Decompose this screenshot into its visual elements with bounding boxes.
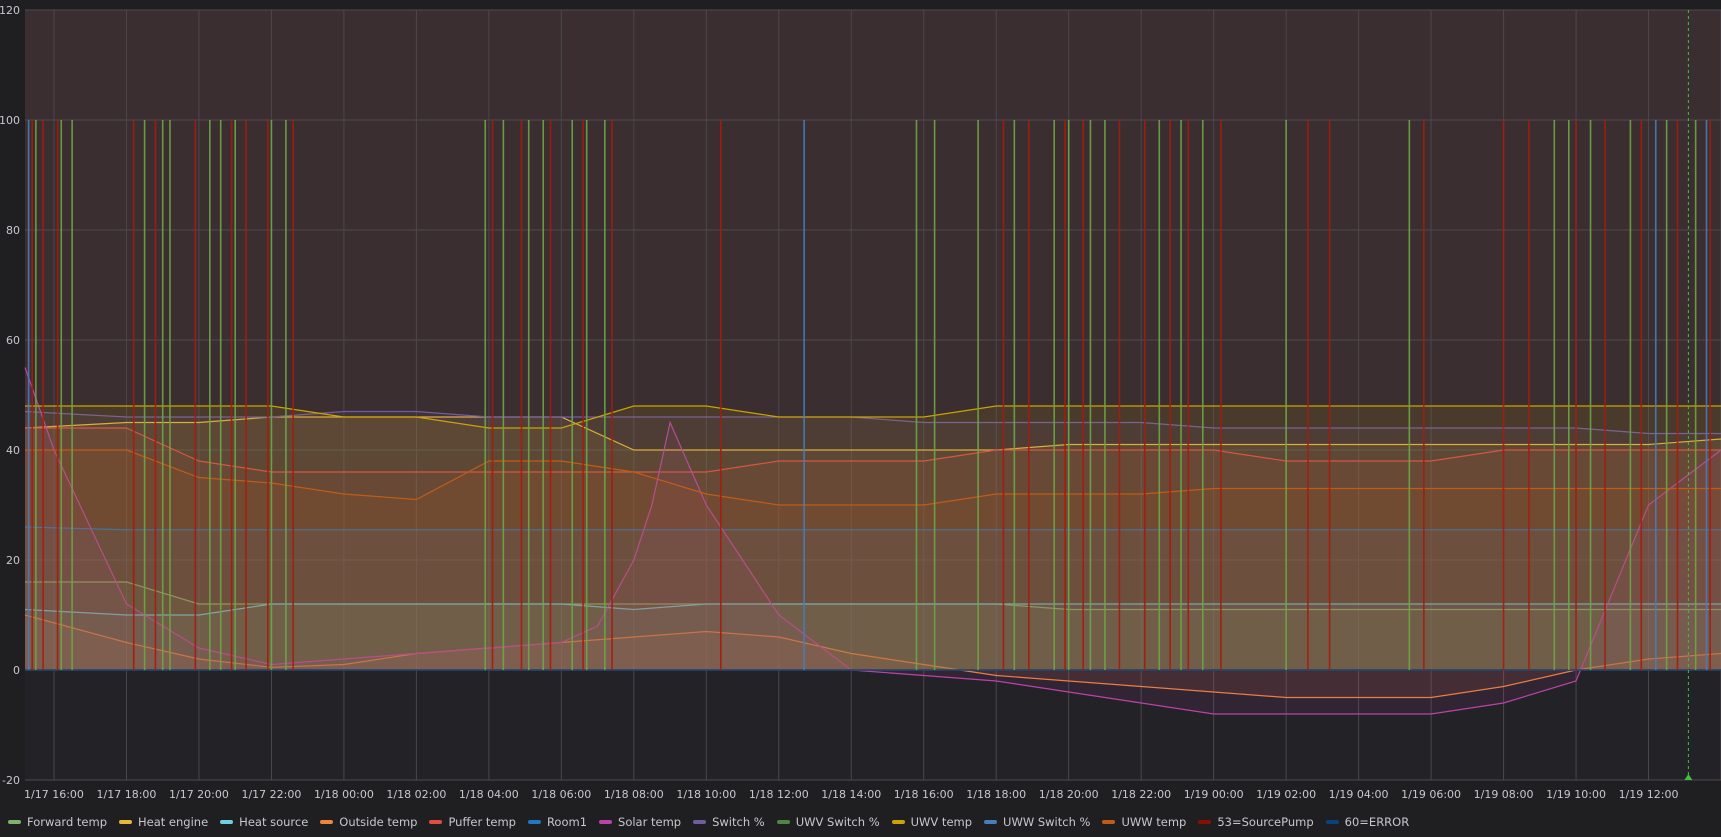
legend: Forward temp Heat engine Heat source Outsid… [8,812,1409,832]
x-tick-label: 1/19 04:00 [1329,788,1389,801]
y-tick-label: 100 [0,114,20,127]
x-tick-label: 1/18 18:00 [966,788,1026,801]
series-line [24,410,1721,435]
legend-swatch [320,820,334,824]
legend-swatch [776,820,790,824]
series-line [24,614,1721,699]
legend-item[interactable]: Switch % [693,815,765,829]
x-tick-label: 1/18 20:00 [1039,788,1099,801]
x-tick-label: 1/17 18:00 [97,788,157,801]
series-area [25,411,1721,670]
x-tick-label: 1/18 10:00 [676,788,736,801]
legend-swatch [1325,820,1339,824]
legend-item[interactable]: 60=ERROR [1325,815,1410,829]
timeseries-chart: 120 100 80 60 40 20 0 -20 1/17 16:00 1/17 18:00 1/… [0,4,1721,801]
legend-label: UWW temp [1121,815,1187,829]
series-area [25,604,1721,670]
series-area [25,527,1721,670]
x-tick-label: 1/17 20:00 [169,788,229,801]
y-tick-label: 60 [6,334,20,347]
x-tick-label: 1/18 08:00 [604,788,664,801]
series-line [25,449,1721,506]
x-tick-label: 1/18 16:00 [894,788,954,801]
legend-swatch [599,820,613,824]
legend-swatch [429,820,443,824]
x-tick-label: 1/19 10:00 [1546,788,1606,801]
legend-swatch [984,820,998,824]
legend-swatch [119,820,132,824]
legend-label: Heat source [239,815,309,829]
legend-item[interactable]: UWW temp [1102,815,1186,829]
series-area [25,406,1721,670]
x-tick-label: 1/18 14:00 [821,788,881,801]
legend-item[interactable]: Forward temp [8,815,107,829]
series-area [25,417,1721,670]
legend-label: Forward temp [27,815,107,829]
legend-swatch [220,820,234,824]
x-tick-label: 1/19 08:00 [1474,788,1534,801]
legend-item[interactable]: UWV Switch % [776,815,880,829]
x-tick-label: 1/19 00:00 [1184,788,1244,801]
legend-item[interactable]: 53=SourcePump [1198,815,1314,829]
x-tick-label: 1/18 00:00 [314,788,374,801]
series-line [24,603,1721,616]
x-tick-label: 1/18 06:00 [531,788,591,801]
legend-item[interactable]: UWV temp [891,815,973,829]
legend-swatch [693,820,707,824]
y-tick-label: 20 [6,554,20,567]
x-tick-label: 1/18 12:00 [749,788,809,801]
legend-label: Room1 [546,815,588,829]
legend-item[interactable]: Solar temp [599,815,681,829]
series-area [25,615,1721,698]
legend-item[interactable]: Heat engine [119,815,208,829]
legend-item[interactable]: UWW Switch % [984,815,1090,829]
series-area [25,367,1721,714]
plot-area-negative [25,670,1721,780]
y-tick-label: 120 [0,4,20,17]
legend-label: Heat engine [138,815,209,829]
annotation-marker [1684,774,1693,780]
legend-label: Outside temp [339,815,418,829]
legend-item[interactable]: Outside temp [320,815,417,829]
y-tick-label: 40 [6,444,20,457]
x-tick-label: 1/18 22:00 [1111,788,1171,801]
series-line [25,427,1721,473]
series-area [25,450,1721,670]
x-tick-label: 1/17 22:00 [241,788,301,801]
legend-swatch [1102,820,1116,824]
legend-swatch [8,820,21,824]
legend-label: 53=SourcePump [1217,815,1314,829]
legend-item[interactable]: Puffer temp [429,815,516,829]
legend-label: Solar temp [618,815,682,829]
x-tick-label: 1/18 02:00 [386,788,446,801]
legend-item[interactable]: Room1 [527,815,588,829]
legend-label: Switch % [712,815,765,829]
x-tick-label: 1/19 06:00 [1401,788,1461,801]
x-tick-label: 1/17 16:00 [24,788,84,801]
legend-label: 60=ERROR [1344,815,1410,829]
series-line [24,367,1721,715]
legend-swatch [1198,820,1212,824]
legend-label: UWV temp [910,815,973,829]
x-tick-label: 1/19 12:00 [1619,788,1679,801]
legend-label: Puffer temp [448,815,516,829]
series-line [25,405,1721,429]
y-tick-label: 80 [6,224,20,237]
legend-swatch [891,820,905,824]
series-line [24,526,1721,531]
legend-label: UWV Switch % [795,815,880,829]
series-line [24,416,1721,451]
y-tick-label: -20 [2,774,20,787]
legend-swatch [527,820,541,824]
y-tick-label: 0 [13,664,20,677]
x-tick-label: 1/18 04:00 [459,788,519,801]
legend-label: UWW Switch % [1003,815,1091,829]
legend-item[interactable]: Heat source [220,815,308,829]
x-tick-label: 1/19 02:00 [1256,788,1316,801]
